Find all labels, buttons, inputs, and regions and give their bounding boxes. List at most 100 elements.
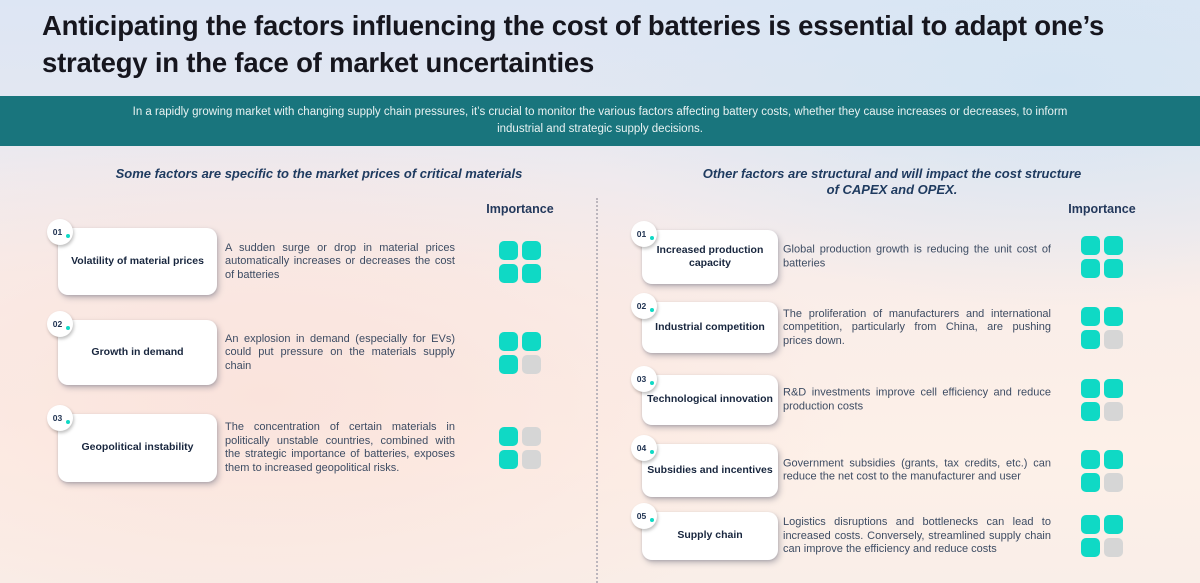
factor-label: Technological innovation (647, 393, 773, 406)
factor-number: 03 (52, 413, 63, 423)
importance-square-filled (499, 331, 518, 351)
factor-number-badge: 02 (47, 311, 73, 337)
importance-square-filled (1104, 379, 1123, 398)
badge-dot-icon (650, 450, 654, 454)
factor-card: Geopolitical instability (58, 414, 217, 482)
factor-row: Industrial competition 02 The proliferat… (631, 293, 1162, 353)
importance-label-right: Importance (1068, 202, 1136, 216)
importance-rating (1081, 379, 1123, 421)
importance-square-filled (499, 240, 518, 260)
importance-square-filled (1104, 515, 1123, 534)
factor-number: 05 (636, 511, 647, 521)
factor-card: Supply chain (642, 512, 778, 560)
factor-description: Global production growth is reducing the… (783, 243, 1051, 270)
importance-square-empty (1104, 538, 1123, 557)
factor-description: Logistics disruptions and bottlenecks ca… (783, 515, 1051, 555)
factor-description: R&D investments improve cell efficiency … (783, 386, 1051, 413)
factor-number-badge: 02 (631, 293, 657, 319)
badge-dot-icon (66, 326, 70, 330)
importance-square-filled (522, 240, 541, 260)
factor-card: Volatility of material prices (58, 228, 217, 295)
badge-dot-icon (650, 381, 654, 385)
importance-square-filled (1081, 379, 1100, 398)
importance-rating (499, 240, 541, 283)
factor-label: Growth in demand (91, 345, 184, 358)
factor-row: Growth in demand 02 An explosion in dema… (47, 311, 558, 385)
factor-description: A sudden surge or drop in material price… (225, 241, 455, 281)
importance-rating (499, 427, 541, 469)
factor-number-badge: 05 (631, 503, 657, 529)
badge-dot-icon (650, 236, 654, 240)
factor-description: An explosion in demand (especially for E… (225, 332, 455, 372)
factor-row: Increased production capacity 01 Global … (631, 221, 1162, 284)
importance-square-empty (1104, 329, 1123, 349)
factor-row: Technological innovation 03 R&D investme… (631, 366, 1162, 425)
importance-label-left: Importance (486, 202, 554, 216)
factor-description: The concentration of certain materials i… (225, 421, 455, 474)
factor-label: Industrial competition (655, 320, 765, 333)
factor-label: Subsidies and incentives (647, 463, 773, 476)
badge-dot-icon (66, 234, 70, 238)
importance-square-filled (1081, 402, 1100, 421)
importance-square-filled (1081, 306, 1100, 326)
factor-label: Geopolitical instability (81, 441, 194, 454)
factor-number-badge: 03 (47, 405, 73, 431)
badge-dot-icon (66, 420, 70, 424)
factor-card: Industrial competition (642, 302, 778, 353)
importance-square-filled (1081, 236, 1100, 255)
importance-square-filled (1081, 259, 1100, 278)
importance-square-empty (522, 427, 541, 446)
importance-rating (499, 331, 541, 374)
importance-rating (1081, 236, 1123, 278)
importance-square-filled (522, 263, 541, 283)
importance-square-filled (522, 331, 541, 351)
importance-square-filled (499, 450, 518, 469)
factor-number: 03 (636, 374, 647, 384)
importance-square-empty (1104, 472, 1123, 492)
factor-number: 02 (52, 319, 63, 329)
factor-number-badge: 04 (631, 435, 657, 461)
importance-square-filled (1081, 472, 1100, 492)
factor-card: Growth in demand (58, 320, 217, 385)
factor-label: Increased production capacity (656, 243, 764, 270)
importance-rating (1081, 449, 1123, 492)
intro-banner: In a rapidly growing market with changin… (0, 96, 1200, 146)
importance-square-empty (1104, 402, 1123, 421)
importance-square-filled (499, 427, 518, 446)
factor-row: Geopolitical instability 03 The concentr… (47, 405, 558, 482)
importance-square-empty (522, 450, 541, 469)
badge-dot-icon (650, 308, 654, 312)
importance-square-filled (1104, 306, 1123, 326)
importance-square-filled (1104, 259, 1123, 278)
factor-number: 02 (636, 301, 647, 311)
left-column-header: Some factors are specific to the market … (115, 166, 523, 181)
intro-banner-text: In a rapidly growing market with changin… (132, 106, 1068, 135)
importance-rating (1081, 515, 1123, 557)
importance-square-filled (1104, 449, 1123, 469)
importance-square-filled (1104, 236, 1123, 255)
importance-square-filled (1081, 538, 1100, 557)
factor-card: Technological innovation (642, 375, 778, 425)
factor-number: 01 (636, 229, 647, 239)
right-column-header: Other factors are structural and will im… (702, 166, 1082, 197)
factor-description: Government subsidies (grants, tax credit… (783, 457, 1051, 483)
factor-row: Subsidies and incentives 04 Government s… (631, 435, 1162, 497)
factor-card: Subsidies and incentives (642, 444, 778, 497)
importance-square-filled (1081, 449, 1100, 469)
importance-square-filled (499, 354, 518, 374)
factor-label: Supply chain (677, 529, 743, 542)
factor-label: Volatility of material prices (71, 254, 204, 267)
factor-number: 01 (52, 227, 63, 237)
factor-number: 04 (636, 443, 647, 453)
page-title: Anticipating the factors influencing the… (42, 10, 1105, 78)
importance-square-filled (1081, 329, 1100, 349)
factor-number-badge: 01 (47, 219, 73, 245)
importance-square-empty (522, 354, 541, 374)
factor-description: The proliferation of manufacturers and i… (783, 307, 1051, 347)
importance-square-filled (1081, 515, 1100, 534)
badge-dot-icon (650, 518, 654, 522)
importance-rating (1081, 306, 1123, 349)
factor-row: Volatility of material prices 01 A sudde… (47, 219, 558, 295)
column-divider (596, 198, 598, 583)
